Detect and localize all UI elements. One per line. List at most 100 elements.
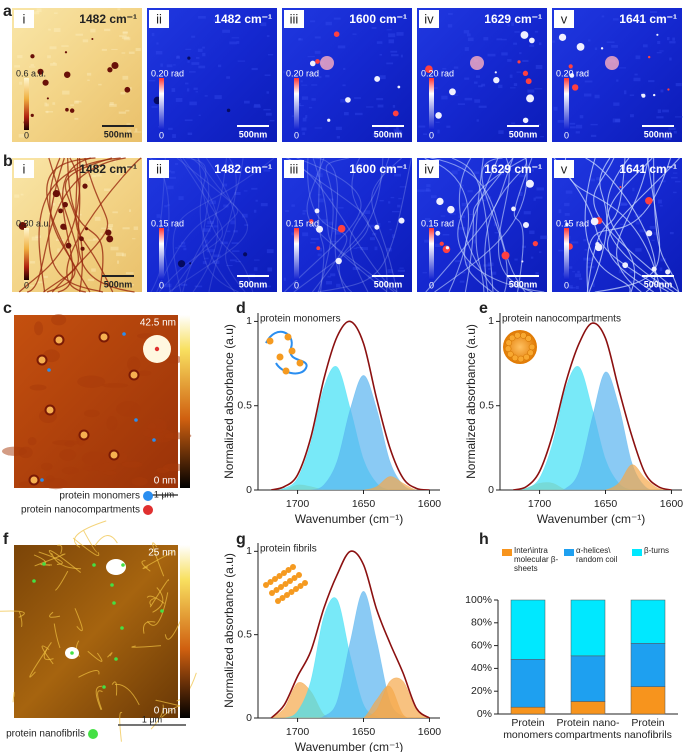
map-texture: [75, 33, 83, 36]
map-image: [282, 158, 412, 292]
map-texture: [321, 219, 328, 224]
map-texture: [575, 131, 580, 134]
map-texture: [83, 17, 90, 21]
particle: [243, 252, 248, 257]
map-texture: [235, 260, 241, 263]
particle: [568, 64, 573, 69]
fibril: [94, 535, 118, 547]
map-texture: [91, 268, 96, 272]
legend-swatch: [632, 549, 642, 556]
icon-bead: [275, 598, 281, 604]
y-tick-label: 1: [246, 545, 252, 557]
map-texture: [317, 253, 322, 257]
map-texture: [231, 37, 240, 39]
map-texture: [424, 239, 432, 243]
nanocompartment: [53, 334, 65, 346]
map-texture: [222, 183, 228, 187]
map-texture: [352, 267, 360, 270]
map-texture: [392, 104, 396, 108]
map-texture: [319, 247, 323, 252]
map-texture: [229, 259, 237, 262]
particle: [309, 219, 314, 224]
map-texture: [260, 203, 268, 207]
map-texture: [540, 235, 548, 239]
particle: [316, 225, 324, 233]
map-texture: [612, 18, 619, 21]
map-texture: [354, 112, 363, 116]
fibril: [475, 157, 485, 293]
particle: [65, 107, 69, 112]
map-texture: [75, 100, 82, 103]
particle: [525, 78, 532, 85]
icon-bead: [281, 570, 287, 576]
map-texture: [135, 128, 138, 132]
map-texture: [195, 91, 199, 93]
map-texture: [567, 266, 573, 269]
map-texture: [363, 210, 371, 215]
map-texture: [115, 172, 120, 175]
map-texture: [338, 207, 344, 209]
y-tick-label: 0: [246, 484, 252, 496]
map-texture: [135, 47, 141, 52]
particle: [439, 241, 444, 246]
fibril: [43, 648, 54, 661]
map-texture: [90, 28, 96, 33]
map-texture: [342, 84, 346, 87]
map-texture: [166, 64, 173, 68]
colorbar-max: 0.15 rad: [556, 218, 589, 228]
map-texture: [30, 285, 35, 287]
map-texture: [507, 24, 510, 27]
map-texture: [206, 249, 215, 253]
y-tick-label: 0.5: [237, 399, 252, 411]
map-texture: [301, 84, 308, 86]
y-tick-label: 1: [488, 315, 494, 327]
map-texture: [132, 238, 136, 240]
map-texture: [14, 65, 21, 68]
map-texture: [122, 75, 129, 80]
y-tick-label: 0%: [477, 708, 492, 720]
map-texture: [302, 117, 307, 122]
colorbar: [294, 78, 299, 130]
map-texture: [111, 48, 118, 50]
icon-bead: [297, 583, 304, 589]
particle: [522, 117, 529, 124]
map-texture: [629, 94, 635, 96]
map-texture: [122, 31, 128, 34]
icon-bead: [266, 337, 274, 345]
map-texture: [618, 202, 627, 207]
fibril: [43, 157, 79, 293]
map-texture: [451, 170, 458, 175]
numeral-box: [554, 10, 574, 28]
map-texture: [318, 198, 324, 203]
map-texture: [624, 90, 627, 95]
map-texture: [638, 16, 642, 19]
map-texture: [204, 257, 209, 260]
map-texture: [40, 462, 53, 471]
bar-segment: [630, 599, 666, 644]
map-texture: [569, 122, 576, 125]
wavenumber-label: 1641 cm⁻¹: [619, 12, 677, 26]
map-image: [282, 8, 412, 142]
icon-bead: [263, 582, 269, 588]
particle: [529, 37, 535, 44]
map-texture: [640, 92, 646, 95]
colorbar-min: 0: [24, 130, 29, 140]
fibril: [606, 157, 674, 293]
particle: [226, 108, 231, 113]
particle: [52, 189, 60, 198]
map-texture: [300, 80, 303, 83]
fibril: [584, 157, 631, 293]
panel-numeral: v: [561, 11, 568, 26]
ir-map: iii 1600 cm⁻¹ 0.15 rad 0 500nm: [282, 157, 412, 293]
map-texture: [81, 451, 108, 466]
colorbar-min: 0 nm: [154, 476, 176, 487]
fibril: [114, 683, 140, 706]
particle: [445, 246, 450, 250]
colorbar-min: 0: [159, 280, 164, 290]
particle: [436, 197, 444, 206]
map-texture: [659, 50, 664, 52]
fibril: [146, 595, 165, 604]
x-axis-title: Wavenumber (cm⁻¹): [295, 740, 404, 752]
fibril: [83, 530, 98, 553]
fibril: [66, 157, 142, 293]
